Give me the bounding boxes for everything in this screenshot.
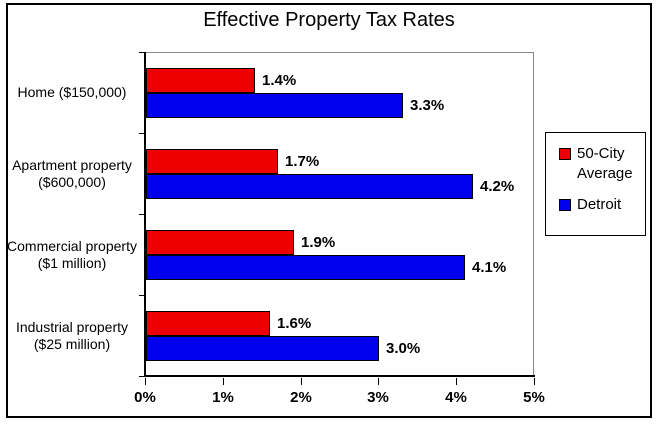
bar-detroit-1 xyxy=(146,173,473,199)
category-label-line: ($600,000) xyxy=(38,173,106,190)
legend: 50-City Average Detroit xyxy=(545,132,646,236)
x-axis-line xyxy=(144,375,535,377)
bar-detroit-3 xyxy=(146,335,379,361)
legend-item-50-city-average: 50-City Average xyxy=(559,144,639,184)
x-axis-label-1pct: 1% xyxy=(212,389,234,406)
y-axis-tick xyxy=(139,133,146,134)
bar-detroit-0 xyxy=(146,92,403,118)
x-axis-label-2pct: 2% xyxy=(290,389,312,406)
category-label-line: Apartment property xyxy=(12,156,132,173)
x-axis-tick xyxy=(145,378,146,385)
category-label-line: ($1 million) xyxy=(37,254,107,271)
bar-value-label: 3.3% xyxy=(410,96,445,114)
x-axis-tick xyxy=(456,378,457,385)
legend-entry-label: Detroit xyxy=(577,196,622,213)
x-axis-label-0pct: 0% xyxy=(134,389,156,406)
y-axis-tick xyxy=(139,295,146,296)
bar-value-label: 4.1% xyxy=(472,258,507,276)
category-label-1: Apartment property ($600,000) xyxy=(4,133,140,214)
bar-value-label: 1.9% xyxy=(301,233,336,251)
y-axis-tick xyxy=(139,214,146,215)
bar-value-label: 1.4% xyxy=(262,71,297,89)
x-axis-tick xyxy=(301,378,302,385)
category-label-3: Industrial property ($25 million) xyxy=(4,295,140,376)
category-label-2: Commercial property ($1 million) xyxy=(4,214,140,295)
x-axis-tick xyxy=(223,378,224,385)
x-axis-label-3pct: 3% xyxy=(367,389,389,406)
bar-value-label: 3.0% xyxy=(386,339,421,357)
legend-swatch-icon xyxy=(559,148,571,160)
x-axis-label-5pct: 5% xyxy=(523,389,545,406)
legend-item-detroit: Detroit xyxy=(559,195,639,215)
y-axis-tick xyxy=(139,376,146,377)
bar-value-label: 1.7% xyxy=(285,152,320,170)
y-axis-tick xyxy=(139,52,146,53)
bar-50-city-average-3 xyxy=(146,310,270,336)
bar-detroit-2 xyxy=(146,254,465,280)
category-label-line: Commercial property xyxy=(7,237,137,254)
chart-title: Effective Property Tax Rates xyxy=(203,9,455,31)
category-label-line: Home ($150,000) xyxy=(17,84,127,100)
x-axis-tick xyxy=(378,378,379,385)
legend-entry-label: 50-City Average xyxy=(577,145,633,182)
x-axis-tick xyxy=(534,378,535,385)
category-label-line: Industrial property xyxy=(15,318,129,335)
category-label-line: ($25 million) xyxy=(33,335,111,352)
bar-50-city-average-2 xyxy=(146,229,294,255)
bar-value-label: 1.6% xyxy=(277,314,312,332)
bar-50-city-average-0 xyxy=(146,67,255,93)
legend-swatch-icon xyxy=(559,199,571,211)
category-label-0: Home ($150,000) xyxy=(4,52,140,133)
bar-50-city-average-1 xyxy=(146,148,278,174)
bar-value-label: 4.2% xyxy=(480,177,515,195)
x-axis-label-4pct: 4% xyxy=(445,389,467,406)
